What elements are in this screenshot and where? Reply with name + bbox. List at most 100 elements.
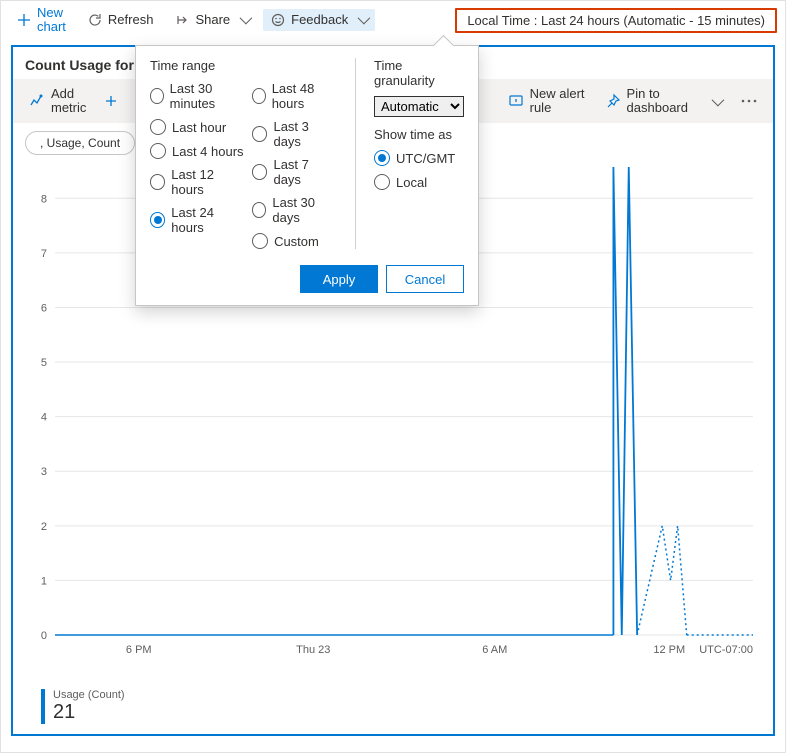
time-range-radio-label: Last 3 days (273, 119, 337, 149)
timezone-radio-label: Local (396, 175, 427, 190)
time-range-popover: Time range Last 30 minutes Last hour Last … (135, 45, 479, 306)
legend-value: 21 (53, 701, 773, 724)
radio-dot-icon (150, 212, 165, 228)
show-time-heading: Show time as (374, 127, 464, 142)
time-range-radio[interactable]: Last 7 days (252, 157, 337, 187)
chevron-down-icon (708, 94, 721, 109)
time-range-radio-label: Last 7 days (273, 157, 337, 187)
granularity-column: Time granularity Automatic Show time as … (374, 58, 464, 249)
chart-legend: Usage (Count) 21 (41, 689, 773, 724)
radio-dot-icon (374, 174, 390, 190)
radio-dot-icon (252, 88, 266, 104)
svg-text:3: 3 (41, 466, 47, 478)
granularity-heading: Time granularity (374, 58, 464, 88)
radio-dot-icon (252, 233, 268, 249)
time-range-radio[interactable]: Last 24 hours (150, 205, 246, 235)
svg-text:12 PM: 12 PM (653, 644, 685, 656)
time-range-radio[interactable]: Last hour (150, 119, 246, 135)
time-range-radio-label: Last 4 hours (172, 144, 244, 159)
refresh-label: Refresh (108, 13, 154, 27)
svg-text:6 AM: 6 AM (482, 644, 507, 656)
panel-more-button[interactable] (731, 79, 767, 123)
alert-label-1: New alert (530, 87, 585, 101)
top-toolbar: New chart Refresh Share Feedback Local T… (1, 1, 785, 39)
smiley-icon (271, 13, 285, 27)
time-range-radio-label: Last 30 days (272, 195, 337, 225)
radio-dot-icon (150, 143, 166, 159)
time-range-radio-label: Last 24 hours (171, 205, 246, 235)
radio-dot-icon (150, 88, 164, 104)
timezone-radio[interactable]: Local (374, 174, 464, 190)
svg-text:8: 8 (41, 193, 47, 205)
new-chart-button[interactable]: New chart (9, 2, 74, 38)
apply-button[interactable]: Apply (300, 265, 378, 293)
time-range-radio[interactable]: Last 30 minutes (150, 81, 246, 111)
time-range-radio[interactable]: Last 4 hours (150, 143, 246, 159)
pin-label-2: dashboard (627, 101, 688, 115)
popover-separator (355, 58, 356, 249)
alert-label-2: rule (530, 101, 585, 115)
time-range-radio[interactable]: Last 12 hours (150, 167, 246, 197)
radio-dot-icon (252, 202, 266, 218)
svg-text:6: 6 (41, 302, 47, 314)
share-button[interactable]: Share (167, 9, 257, 31)
granularity-select[interactable]: Automatic (374, 96, 464, 117)
sparkle-icon (106, 96, 116, 106)
time-range-radio-label: Last 12 hours (171, 167, 246, 197)
add-metric-icon (29, 93, 45, 109)
radio-dot-icon (252, 164, 267, 180)
svg-text:1: 1 (41, 575, 47, 587)
pin-label-1: Pin to (627, 87, 688, 101)
chevron-down-icon (236, 13, 249, 27)
share-icon (175, 13, 189, 27)
add-metric-extra-button[interactable] (96, 79, 126, 123)
svg-text:6 PM: 6 PM (126, 644, 152, 656)
svg-text:2: 2 (41, 521, 47, 533)
time-range-heading: Time range (150, 58, 337, 73)
time-range-radio-label: Last hour (172, 120, 226, 135)
time-range-radio[interactable]: Last 48 hours (252, 81, 337, 111)
radio-dot-icon (374, 150, 390, 166)
time-range-column: Time range Last 30 minutes Last hour Last … (150, 58, 337, 249)
new-alert-rule-button[interactable]: New alert rule (498, 79, 595, 123)
share-label: Share (195, 13, 230, 27)
feedback-label: Feedback (291, 13, 348, 27)
radio-dot-icon (252, 126, 267, 142)
time-range-radio[interactable]: Custom (252, 233, 337, 249)
metric-pill[interactable]: , Usage, Count (25, 131, 135, 155)
legend-label: Usage (Count) (53, 689, 773, 701)
cancel-button[interactable]: Cancel (386, 265, 464, 293)
timezone-radio[interactable]: UTC/GMT (374, 150, 464, 166)
new-chart-label-2: chart (37, 20, 66, 34)
radio-dot-icon (150, 119, 166, 135)
time-range-radio-label: Last 30 minutes (170, 81, 246, 111)
svg-text:Thu 23: Thu 23 (296, 644, 330, 656)
svg-text:4: 4 (41, 412, 47, 424)
add-metric-button[interactable]: Add metric (19, 79, 96, 123)
time-range-radio[interactable]: Last 30 days (252, 195, 337, 225)
metric-pill-text: , Usage, Count (40, 136, 120, 150)
radio-dot-icon (150, 174, 165, 190)
add-metric-label-1: Add (51, 87, 86, 101)
more-icon (741, 99, 757, 103)
plus-icon (17, 13, 31, 27)
svg-text:5: 5 (41, 357, 47, 369)
svg-text:UTC-07:00: UTC-07:00 (699, 644, 753, 656)
pin-dashboard-button[interactable]: Pin to dashboard (595, 79, 698, 123)
svg-text:0: 0 (41, 630, 47, 642)
time-range-radio-label: Last 48 hours (272, 81, 337, 111)
alert-icon (508, 93, 524, 109)
timezone-radio-label: UTC/GMT (396, 151, 455, 166)
pin-icon (605, 93, 621, 109)
refresh-button[interactable]: Refresh (80, 9, 162, 31)
time-range-pill[interactable]: Local Time : Last 24 hours (Automatic - … (455, 8, 777, 33)
time-range-radio-label: Custom (274, 234, 319, 249)
svg-text:7: 7 (41, 248, 47, 260)
time-range-radio[interactable]: Last 3 days (252, 119, 337, 149)
refresh-icon (88, 13, 102, 27)
panel-chevron-button[interactable] (698, 79, 731, 123)
chevron-down-icon (354, 13, 367, 27)
new-chart-label-1: New (37, 6, 66, 20)
feedback-button[interactable]: Feedback (263, 9, 375, 31)
add-metric-label-2: metric (51, 101, 86, 115)
